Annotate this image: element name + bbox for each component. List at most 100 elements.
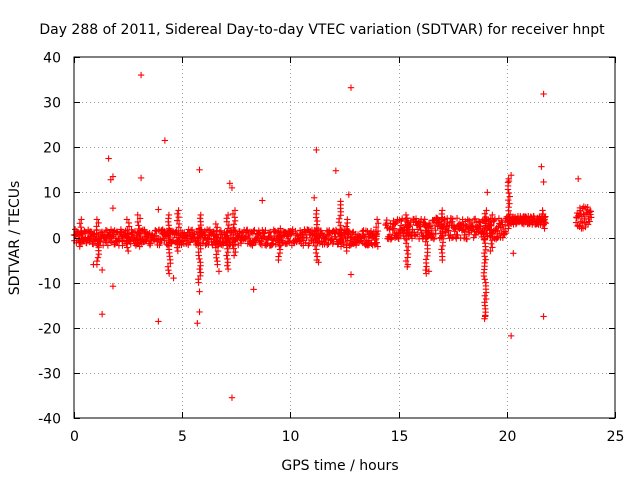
data-point (499, 221, 506, 228)
data-point (488, 229, 496, 237)
data-point (422, 266, 429, 274)
data-point (231, 207, 239, 214)
data-point (404, 222, 412, 229)
data-point (224, 238, 231, 246)
outlier-point (507, 332, 515, 340)
data-point (174, 210, 181, 218)
data-point (165, 270, 173, 277)
data-point (78, 216, 85, 223)
x-tick-label: 5 (178, 429, 187, 445)
data-point (372, 223, 380, 231)
y-tick-label: 20 (43, 141, 61, 157)
data-point (482, 256, 489, 263)
data-point (93, 223, 100, 230)
data-point (448, 234, 456, 242)
data-point (275, 235, 282, 243)
data-point (175, 207, 182, 214)
y-tick-label: -10 (38, 277, 61, 293)
y-tick-label: 0 (52, 232, 61, 248)
plot-frame (73, 56, 616, 419)
data-point (246, 234, 253, 242)
data-point (505, 204, 512, 211)
data-point (587, 208, 595, 215)
data-point (134, 218, 141, 226)
data-point (313, 232, 321, 239)
data-point (361, 233, 369, 241)
data-point (196, 238, 204, 246)
data-point (324, 241, 331, 248)
data-point (404, 218, 411, 226)
data-point (519, 220, 526, 227)
data-point (336, 225, 344, 233)
data-point (195, 248, 202, 256)
data-point (384, 224, 392, 231)
data-point (123, 237, 131, 244)
data-point (367, 227, 375, 235)
data-point (453, 215, 461, 222)
data-point (423, 224, 430, 231)
data-point (374, 227, 382, 235)
data-point (174, 247, 182, 255)
data-point (165, 222, 173, 229)
outlier-point (107, 176, 114, 183)
data-point (223, 235, 230, 242)
data-point (275, 253, 282, 260)
data-point (224, 265, 232, 273)
outlier-point (98, 266, 106, 274)
outlier-point (196, 308, 203, 316)
outlier-point (540, 313, 547, 320)
outlier-point (345, 191, 353, 198)
data-point (197, 259, 204, 266)
data-point (173, 234, 181, 241)
data-point (491, 216, 499, 223)
data-point (574, 222, 582, 229)
data-point (78, 227, 85, 235)
outlier-point (170, 274, 177, 282)
data-point (501, 228, 509, 235)
data-point (213, 241, 221, 248)
data-point (277, 225, 284, 232)
data-point (343, 240, 350, 248)
data-point (285, 238, 293, 246)
data-point (213, 227, 220, 234)
outlier-point (507, 172, 515, 179)
data-point (93, 216, 101, 223)
data-point (506, 193, 513, 200)
outlier-point (315, 259, 322, 266)
data-point (224, 225, 232, 232)
data-point (93, 257, 101, 265)
data-point (224, 248, 232, 256)
data-point (481, 226, 488, 234)
data-point (266, 228, 274, 236)
data-point (487, 247, 494, 255)
data-point (488, 237, 496, 244)
data-point (504, 179, 512, 186)
data-point (230, 252, 238, 259)
data-point (230, 245, 237, 252)
outlier-point (510, 250, 517, 257)
data-point (231, 214, 238, 221)
data-point (505, 189, 512, 197)
data-point (483, 207, 490, 214)
data-point (481, 217, 488, 224)
data-point (124, 226, 131, 234)
data-point (165, 228, 172, 236)
data-point (374, 243, 382, 250)
data-point (249, 242, 256, 249)
axis-layer: 0 5 10 15 20 25 -40 -30 -20 -10 0 10 20 30 40 (38, 51, 624, 446)
data-point (373, 216, 381, 223)
outlier-point (250, 286, 257, 293)
data-point (392, 220, 399, 227)
data-point (136, 243, 143, 250)
outlier-point (484, 189, 491, 196)
outlier-point (228, 184, 236, 192)
data-point (196, 265, 203, 273)
data-point (403, 236, 410, 243)
data-point (166, 235, 173, 243)
outlier-point (538, 163, 545, 170)
outlier-point (109, 283, 117, 290)
data-point (229, 241, 237, 249)
data-point (505, 221, 513, 229)
data-point (276, 246, 284, 253)
